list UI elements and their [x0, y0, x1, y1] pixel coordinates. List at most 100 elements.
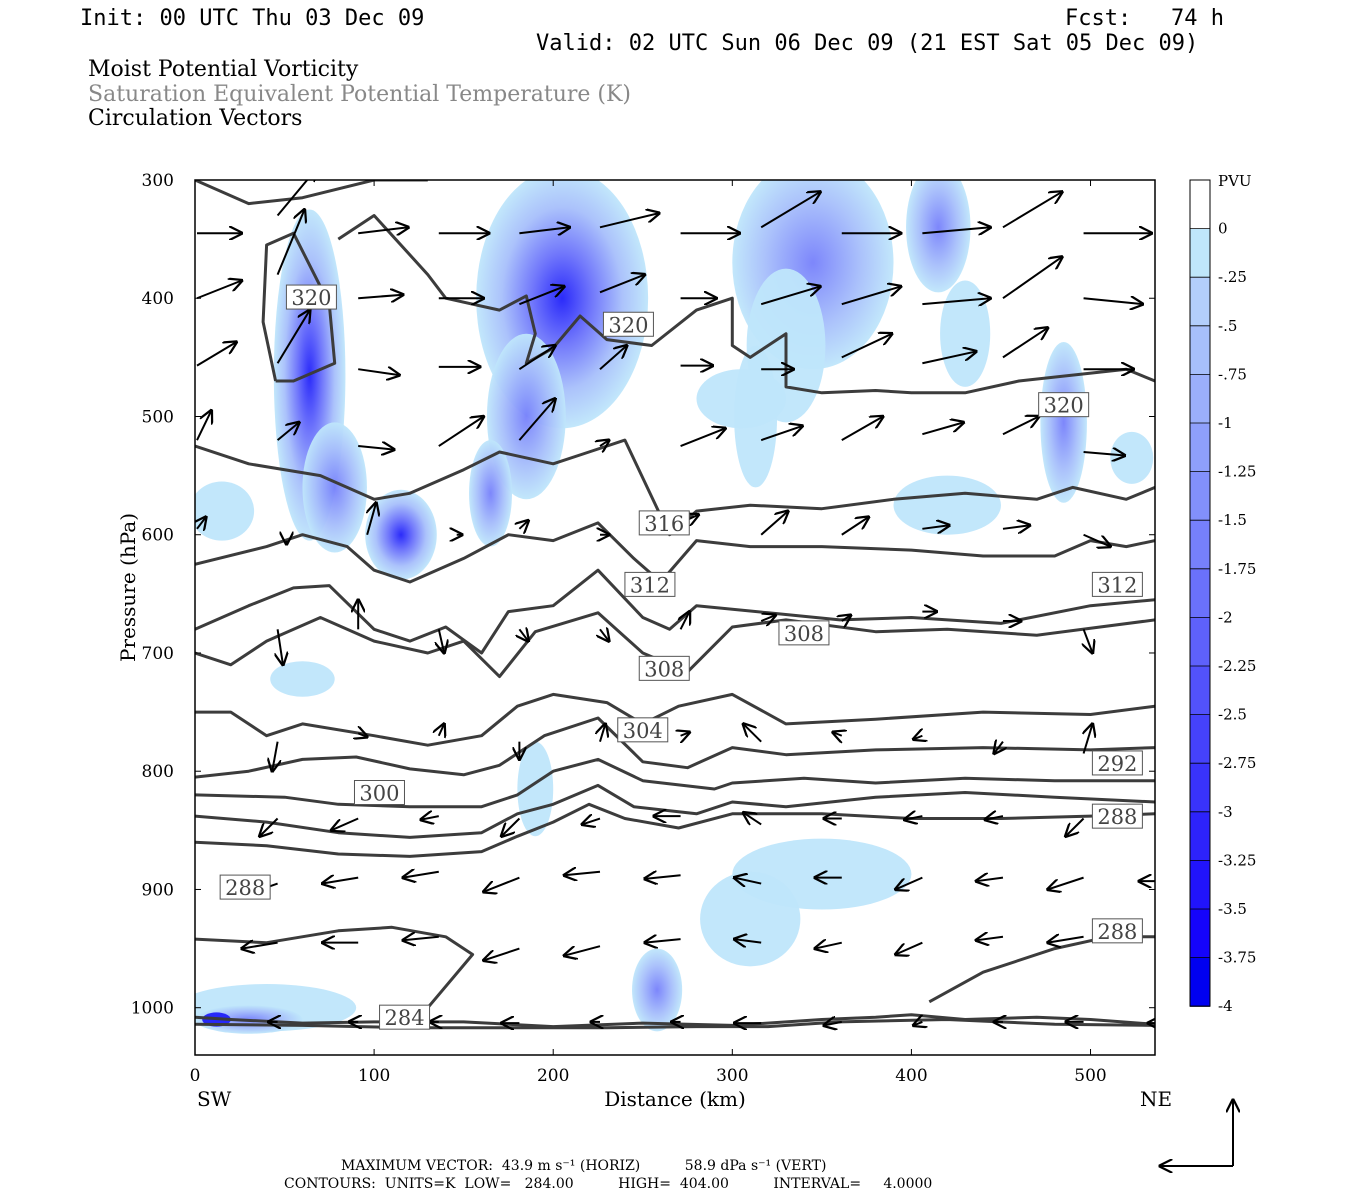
x-tick-label: 100: [358, 1066, 390, 1086]
contour-label-box: [1091, 918, 1143, 944]
contour-label: 304: [623, 719, 663, 743]
circulation-vector: [276, 180, 317, 217]
circulation-vector: [599, 275, 645, 294]
colorbar-swatch: [1190, 228, 1210, 278]
valid-time: Valid: 02 UTC Sun 06 Dec 09 (21 EST Sat …: [536, 31, 1199, 56]
circulation-vector: [196, 342, 236, 367]
circulation-vector: [519, 286, 564, 306]
x-tick-label: 400: [895, 1066, 927, 1086]
colorbar-swatch: [1190, 423, 1210, 473]
theta-contour: [195, 802, 1155, 858]
circulation-vector: [1084, 628, 1093, 653]
circulation-vector: [196, 281, 242, 300]
circulation-vector: [1002, 192, 1062, 229]
circulation-vector: [896, 941, 923, 955]
circulation-vector: [922, 525, 949, 529]
circulation-vector: [439, 629, 444, 653]
circulation-vectors: [196, 180, 1155, 1025]
colorbar-swatch: [1190, 909, 1210, 959]
circulation-vector: [358, 733, 367, 737]
colorbar-swatch: [1190, 957, 1210, 1007]
contour-label: 284: [385, 1006, 425, 1030]
circulation-vector: [1083, 533, 1111, 547]
circulation-vector: [1002, 525, 1030, 529]
y-tick-label: 700: [142, 644, 174, 664]
circulation-vector: [519, 521, 528, 529]
y-tick-label: 300: [142, 171, 174, 191]
x-axis-label: Distance (km): [604, 1087, 746, 1111]
contour-label-box: [624, 571, 676, 597]
contour-label: 300: [359, 782, 399, 806]
circulation-vector: [582, 819, 601, 825]
circulation-vector: [842, 615, 851, 621]
pv-region: [696, 369, 787, 429]
colorbar-swatch: [1190, 811, 1210, 861]
colorbar-label: 0: [1218, 220, 1228, 238]
y-tick-label: 500: [142, 407, 174, 427]
contour-label: 312: [1097, 573, 1137, 597]
pv-region: [893, 475, 1001, 535]
circulation-vector: [976, 937, 1004, 941]
y-tick-label: 800: [142, 762, 174, 782]
circulation-vector: [760, 615, 775, 621]
theta-contour: [195, 716, 1155, 779]
colorbar-label: -3.5: [1218, 900, 1247, 918]
circulation-vector: [564, 945, 601, 955]
contour-label: 312: [630, 573, 670, 597]
colorbar-label: -3.25: [1218, 851, 1256, 869]
colorbar-label: -2.75: [1218, 754, 1256, 772]
circulation-vector: [681, 732, 690, 736]
y-axis-label: Pressure (hPa): [116, 513, 140, 662]
contour-label: 288: [1097, 805, 1137, 829]
contour-label: 308: [784, 622, 824, 646]
circulation-vector: [358, 369, 399, 375]
contour-label: 288: [225, 876, 265, 900]
contour-label-box: [353, 780, 405, 805]
colorbar-label: -2: [1218, 608, 1233, 626]
theta-contour: [195, 783, 1155, 839]
contour-label: 320: [1044, 394, 1084, 418]
circulation-vector: [331, 817, 359, 831]
axes: 0 100 200 300 400 500 300 400 500 600 700 800 900 100…: [116, 171, 1172, 1111]
colorbar-label: -1.25: [1218, 463, 1256, 481]
y-tick-label: 900: [142, 880, 174, 900]
circulation-vector: [922, 422, 963, 436]
pv-region: [940, 280, 991, 387]
colorbar-swatch: [1190, 568, 1210, 618]
x-tick-label: 0: [190, 1066, 201, 1086]
sw-end-label: SW: [197, 1087, 232, 1111]
pv-region: [700, 871, 801, 967]
circulation-vector: [1083, 452, 1125, 456]
contour-label-box: [285, 284, 337, 310]
theta-contour: [195, 521, 1155, 584]
circulation-vector: [734, 939, 762, 943]
circulation-vector: [501, 817, 521, 837]
pv-region: [469, 440, 513, 547]
colorbar-label: -2.25: [1218, 657, 1256, 675]
colorbar-label: -1: [1218, 414, 1233, 432]
theta-contour: [195, 180, 428, 206]
circulation-vector: [1002, 328, 1048, 359]
circulation-vector: [896, 876, 923, 890]
circulation-vector: [1002, 416, 1039, 436]
max-vector-info: MAXIMUM VECTOR: 43.9 m s⁻¹ (HORIZ) 58.9 …: [341, 1158, 827, 1174]
circulation-vector: [833, 732, 842, 736]
colorbar-swatch: [1190, 666, 1210, 716]
circulation-vector: [841, 416, 883, 442]
circulation-vector: [760, 192, 820, 229]
circulation-vector: [484, 876, 520, 892]
contour-label: 320: [608, 313, 648, 337]
contour-label-box: [617, 717, 669, 743]
circulation-vector: [1066, 817, 1085, 837]
theta-contour: [195, 692, 1155, 747]
pv-region: [486, 333, 566, 500]
contour-label: 308: [644, 657, 684, 681]
colorbar-label: -1.75: [1218, 560, 1256, 578]
colorbar-label: -3: [1218, 803, 1233, 821]
vector-field-title: Circulation Vectors: [88, 106, 303, 131]
pv-shading: [195, 180, 1154, 1034]
theta-contour: [195, 1018, 1155, 1030]
colorbar-swatch: [1190, 471, 1210, 521]
theta-contour: [928, 935, 1155, 1004]
circulation-vector: [197, 517, 206, 529]
